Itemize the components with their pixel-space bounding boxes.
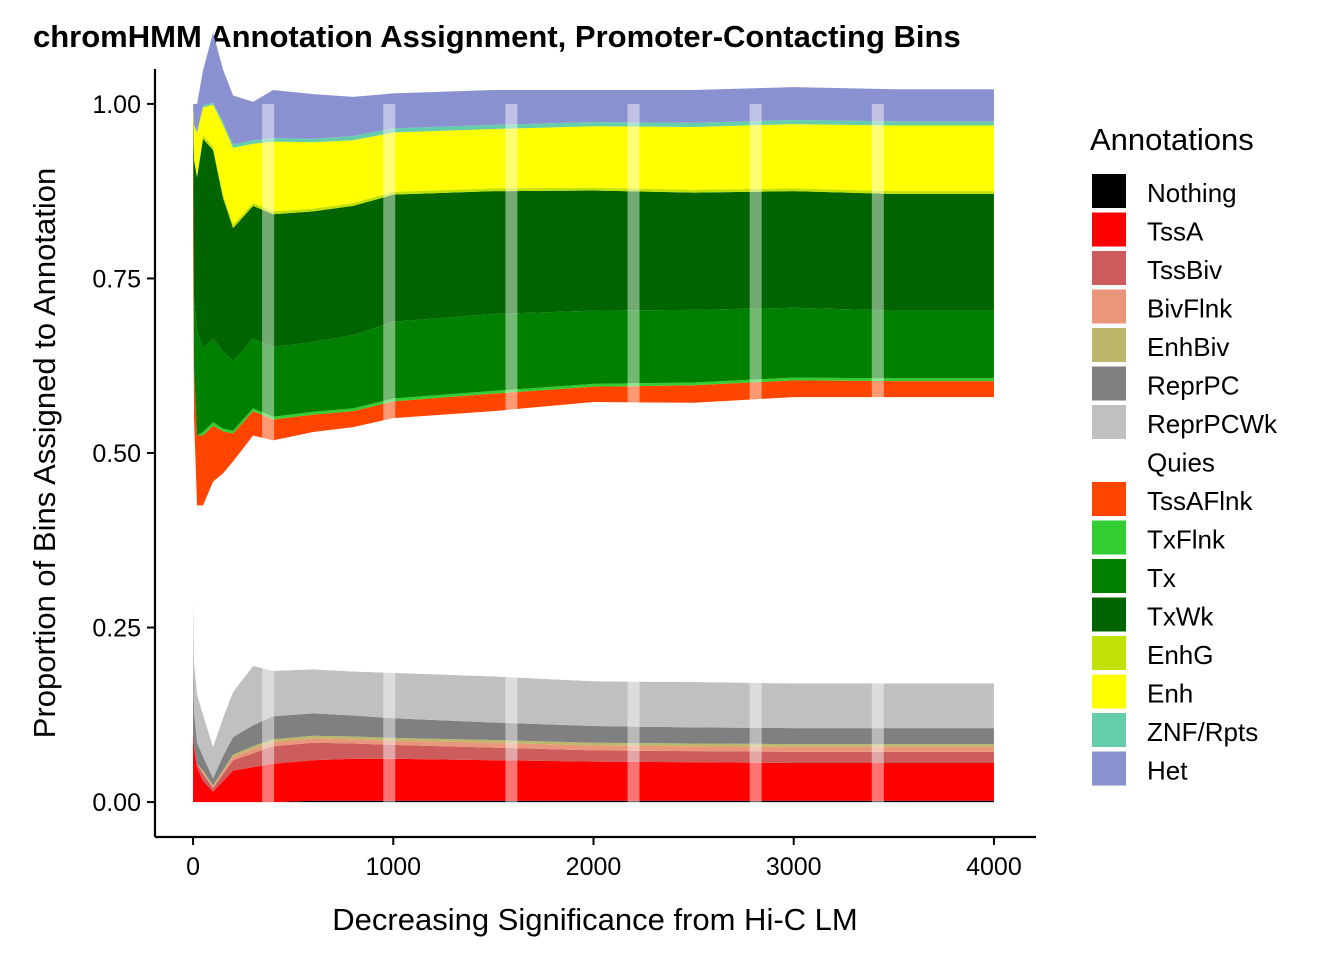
legend-items: Nothing TssA TssBiv BivFlnk EnhBiv ReprPC Repr…: [1092, 174, 1278, 786]
y-tick-label: 0.00: [92, 789, 141, 817]
area-znf-rpts: [193, 102, 994, 148]
area-enhbiv: [193, 732, 994, 787]
legend-swatch-enhbiv: [1092, 328, 1126, 362]
highlight-band: [505, 103, 518, 803]
legend-swatch-tx: [1092, 559, 1126, 593]
legend-swatch-tssaflnk: [1092, 482, 1126, 516]
x-tick-label: 2000: [566, 853, 622, 881]
legend-swatch-txflnk: [1092, 520, 1126, 555]
highlight-band: [871, 103, 884, 803]
chart-title: chromHMM Annotation Assignment, Promoter…: [33, 19, 961, 54]
legend-label-tx: Tx: [1147, 563, 1176, 593]
legend-swatch-znf-rpts: [1092, 713, 1126, 747]
legend-swatch-quies: [1092, 443, 1126, 478]
area-txwk: [193, 103, 994, 361]
y-axis-title: Proportion of Bins Assigned to Annotatio…: [27, 168, 62, 738]
legend-label-bivflnk: BivFlnk: [1147, 294, 1233, 324]
area-reprpc: [193, 662, 994, 786]
area-enh: [193, 103, 994, 225]
area-tssaflnk: [193, 103, 994, 506]
y-tick-label: 0.50: [92, 440, 141, 468]
x-tick-label: 1000: [365, 853, 421, 881]
legend-label-tssa: TssA: [1147, 217, 1204, 247]
legend-label-tssaflnk: TssAFlnk: [1147, 486, 1253, 516]
highlight-band: [262, 103, 275, 803]
legend-swatch-tssa: [1092, 212, 1126, 247]
area-quies: [193, 243, 994, 747]
area-nothing: [193, 800, 994, 803]
legend-label-txwk: TxWk: [1147, 602, 1214, 632]
x-axis-title: Decreasing Significance from Hi-C LM: [332, 902, 857, 937]
legend-label-reprpcwk: ReprPCWk: [1147, 409, 1278, 439]
area-reprpcwk: [193, 592, 994, 779]
highlight-band: [383, 103, 396, 803]
legend-label-tssbiv: TssBiv: [1147, 255, 1222, 285]
y-ticks: 0.00 0.25 0.50 0.75 1.00: [92, 91, 155, 817]
y-tick-label: 0.75: [92, 265, 141, 293]
legend-swatch-het: [1092, 751, 1126, 786]
area-tssa: [193, 732, 994, 803]
highlight-band: [749, 103, 762, 803]
highlight-band: [627, 103, 640, 803]
legend-label-het: Het: [1147, 756, 1188, 786]
legend: Annotations Nothing TssA TssBiv BivFlnk EnhB…: [1090, 122, 1278, 786]
legend-label-reprpc: ReprPC: [1147, 371, 1239, 401]
legend-swatch-enhg: [1092, 636, 1126, 670]
legend-swatch-bivflnk: [1092, 289, 1126, 324]
plot-area: [193, 32, 994, 803]
legend-label-txflnk: TxFlnk: [1147, 525, 1226, 555]
legend-swatch-enh: [1092, 674, 1126, 709]
legend-label-enhbiv: EnhBiv: [1147, 332, 1229, 362]
y-tick-label: 1.00: [92, 91, 141, 119]
area-tssbiv: [193, 732, 994, 792]
legend-title: Annotations: [1090, 122, 1254, 157]
x-tick-label: 3000: [766, 853, 822, 881]
legend-label-enhg: EnhG: [1147, 640, 1214, 670]
x-tick-label: 4000: [966, 853, 1022, 881]
legend-swatch-reprpcwk: [1092, 405, 1126, 439]
x-tick-label: 0: [186, 853, 200, 881]
highlight-bands: [262, 103, 884, 803]
area-het: [193, 32, 994, 145]
legend-label-enh: Enh: [1147, 679, 1193, 709]
y-tick-label: 0.25: [92, 615, 141, 643]
legend-label-quies: Quies: [1147, 448, 1215, 478]
legend-label-znf-rpts: ZNF/Rpts: [1147, 717, 1258, 747]
legend-swatch-nothing: [1092, 174, 1126, 208]
legend-swatch-txwk: [1092, 597, 1126, 632]
legend-label-nothing: Nothing: [1147, 178, 1237, 208]
legend-swatch-reprpc: [1092, 366, 1126, 401]
area-tx: [193, 103, 994, 436]
x-ticks: 0 1000 2000 3000 4000: [186, 837, 1022, 881]
legend-swatch-tssbiv: [1092, 251, 1126, 285]
